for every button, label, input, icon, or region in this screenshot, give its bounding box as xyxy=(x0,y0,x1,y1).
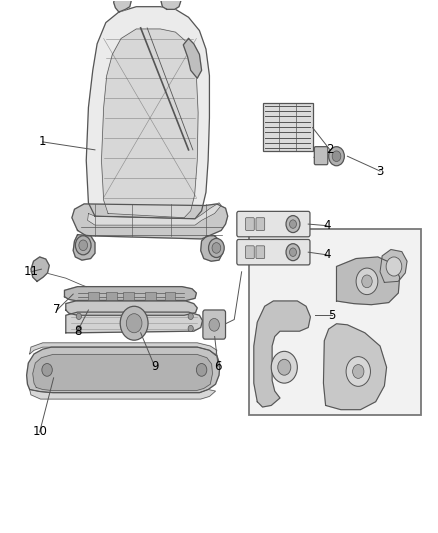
Polygon shape xyxy=(88,203,221,225)
Circle shape xyxy=(76,325,81,332)
Circle shape xyxy=(290,248,297,256)
Circle shape xyxy=(42,364,52,376)
Circle shape xyxy=(76,313,81,319)
Polygon shape xyxy=(161,0,181,10)
Polygon shape xyxy=(64,287,196,301)
Text: 8: 8 xyxy=(74,325,81,338)
Circle shape xyxy=(356,268,378,295)
Text: 6: 6 xyxy=(214,360,222,373)
Circle shape xyxy=(332,151,341,161)
Text: 1: 1 xyxy=(39,135,46,148)
FancyBboxPatch shape xyxy=(246,217,254,230)
FancyBboxPatch shape xyxy=(246,246,254,259)
Circle shape xyxy=(286,216,300,232)
Text: 3: 3 xyxy=(376,165,384,177)
FancyBboxPatch shape xyxy=(237,212,310,237)
Text: 5: 5 xyxy=(328,309,336,322)
Text: 10: 10 xyxy=(32,425,47,439)
Circle shape xyxy=(386,257,402,276)
Circle shape xyxy=(196,364,207,376)
Text: 9: 9 xyxy=(151,360,159,373)
FancyBboxPatch shape xyxy=(256,217,265,230)
Circle shape xyxy=(188,313,193,319)
Circle shape xyxy=(286,244,300,261)
Polygon shape xyxy=(31,257,49,281)
Circle shape xyxy=(328,147,344,166)
Text: 7: 7 xyxy=(53,303,61,317)
Polygon shape xyxy=(336,257,399,305)
Circle shape xyxy=(75,236,91,255)
FancyBboxPatch shape xyxy=(314,147,328,165)
Circle shape xyxy=(209,318,219,331)
Circle shape xyxy=(271,351,297,383)
Polygon shape xyxy=(66,312,202,333)
Bar xyxy=(106,293,117,300)
FancyBboxPatch shape xyxy=(203,310,226,339)
Polygon shape xyxy=(323,324,387,410)
Circle shape xyxy=(346,357,371,386)
Polygon shape xyxy=(184,38,201,78)
Polygon shape xyxy=(380,249,407,282)
Polygon shape xyxy=(72,204,228,239)
Text: 2: 2 xyxy=(326,143,334,156)
Polygon shape xyxy=(114,0,131,12)
FancyBboxPatch shape xyxy=(256,246,265,259)
Circle shape xyxy=(79,240,88,251)
Bar xyxy=(88,293,99,300)
Polygon shape xyxy=(30,343,217,356)
Circle shape xyxy=(353,365,364,378)
Polygon shape xyxy=(33,354,212,391)
Polygon shape xyxy=(66,301,197,316)
Bar xyxy=(145,293,156,300)
Bar xyxy=(123,293,134,300)
Polygon shape xyxy=(254,301,311,407)
Circle shape xyxy=(126,314,142,333)
Polygon shape xyxy=(73,235,95,260)
Bar xyxy=(262,103,313,151)
Text: 4: 4 xyxy=(323,219,331,232)
Polygon shape xyxy=(86,7,209,219)
Circle shape xyxy=(208,238,224,257)
Circle shape xyxy=(362,275,372,288)
Text: 11: 11 xyxy=(24,265,39,278)
Circle shape xyxy=(278,359,291,375)
Text: 4: 4 xyxy=(323,248,331,261)
Circle shape xyxy=(120,306,148,340)
Polygon shape xyxy=(27,347,220,393)
Polygon shape xyxy=(102,29,198,217)
FancyBboxPatch shape xyxy=(237,239,310,265)
Circle shape xyxy=(188,325,193,332)
Polygon shape xyxy=(201,236,223,261)
Circle shape xyxy=(212,243,221,253)
Bar xyxy=(250,229,421,415)
Bar xyxy=(165,293,176,300)
Circle shape xyxy=(290,220,297,228)
Polygon shape xyxy=(30,390,215,399)
